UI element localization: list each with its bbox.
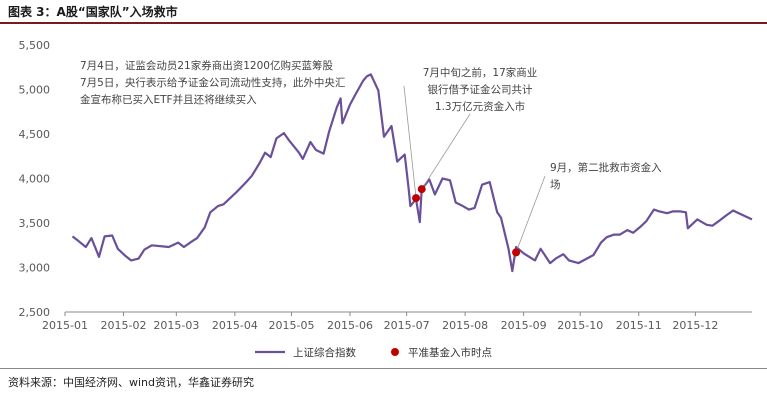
x-tick-label: 2015-08 [442, 319, 488, 332]
series-layer [71, 73, 753, 273]
y-tick-label: 4,500 [19, 128, 51, 141]
x-tick-label: 2015-06 [327, 319, 373, 332]
x-axis: 2015-01 2015-02 2015-03 2015-04 2015-05 2015-… [42, 311, 752, 332]
x-tick-label: 2015-01 [42, 319, 88, 332]
x-tick-label: 2015-04 [212, 319, 258, 332]
annotation-leader [515, 175, 546, 253]
source-rule [0, 368, 767, 369]
y-tick-label: 3,000 [19, 262, 51, 275]
rescue-fund-marker [412, 194, 421, 203]
annotation-text: 9月，第二批救市资金入 [550, 161, 662, 174]
marker-layer [412, 185, 521, 257]
rescue-fund-marker [417, 185, 426, 194]
x-tick-label: 2015-10 [557, 319, 603, 332]
annotation-text: 金宣布称已买入ETF并且还将继续买入 [80, 93, 257, 106]
source-note: 资料来源：中国经济网、wind资讯，华鑫证券研究 [8, 376, 255, 389]
legend: 上证综合指数 平准基金入市时点 [255, 346, 492, 359]
x-tick-label: 2015-03 [153, 319, 199, 332]
annotation-text: 7月中旬之前，17家商业 [423, 66, 538, 79]
y-tick-label: 2,500 [19, 306, 51, 319]
y-tick-label: 3,500 [19, 217, 51, 230]
x-tick-label: 2015-11 [616, 319, 662, 332]
y-tick-label: 4,000 [19, 173, 51, 186]
annotation-text: 7月4日，证监会动员21家券商出资1200亿购买蓝筹股 [80, 59, 333, 72]
x-tick-label: 2015-07 [384, 319, 430, 332]
annotation-text: 7月5日，央行表示给予证金公司流动性支持，此外中央汇 [80, 76, 345, 89]
x-tick-label: 2015-05 [268, 319, 314, 332]
figure-title: 图表 3：A股“国家队”入场救市 [8, 5, 178, 19]
legend-marker-label: 平准基金入市时点 [408, 346, 492, 359]
annotation-layer: 7月4日，证监会动员21家券商出资1200亿购买蓝筹股 7月5日，央行表示给予证金… [80, 59, 662, 253]
annotation-leader [421, 113, 471, 190]
x-tick-label: 2015-02 [101, 319, 147, 332]
annotation-text: 场 [550, 178, 561, 191]
y-tick-label: 5,500 [19, 39, 51, 52]
annotation-text: 1.3万亿元资金入市 [435, 100, 525, 113]
legend-series-label: 上证综合指数 [293, 346, 356, 359]
x-tick-label: 2015-09 [501, 319, 547, 332]
annotation-text: 银行借予证金公司共计 [428, 83, 533, 96]
annotation-leader [403, 85, 417, 199]
series-line-0 [71, 73, 753, 273]
x-tick-label: 2015-12 [672, 319, 718, 332]
title-rule [0, 22, 767, 24]
figure-header: 图表 3：A股“国家队”入场救市 [0, 0, 767, 20]
y-axis: 2,500 3,000 3,500 4,000 4,500 5,000 5,500 [19, 39, 51, 319]
y-tick-label: 5,000 [19, 84, 51, 97]
legend-marker-swatch [391, 348, 399, 356]
line-chart: 2,500 3,000 3,500 4,000 4,500 5,000 5,500 2015… [19, 39, 753, 359]
rescue-fund-marker [512, 248, 521, 257]
